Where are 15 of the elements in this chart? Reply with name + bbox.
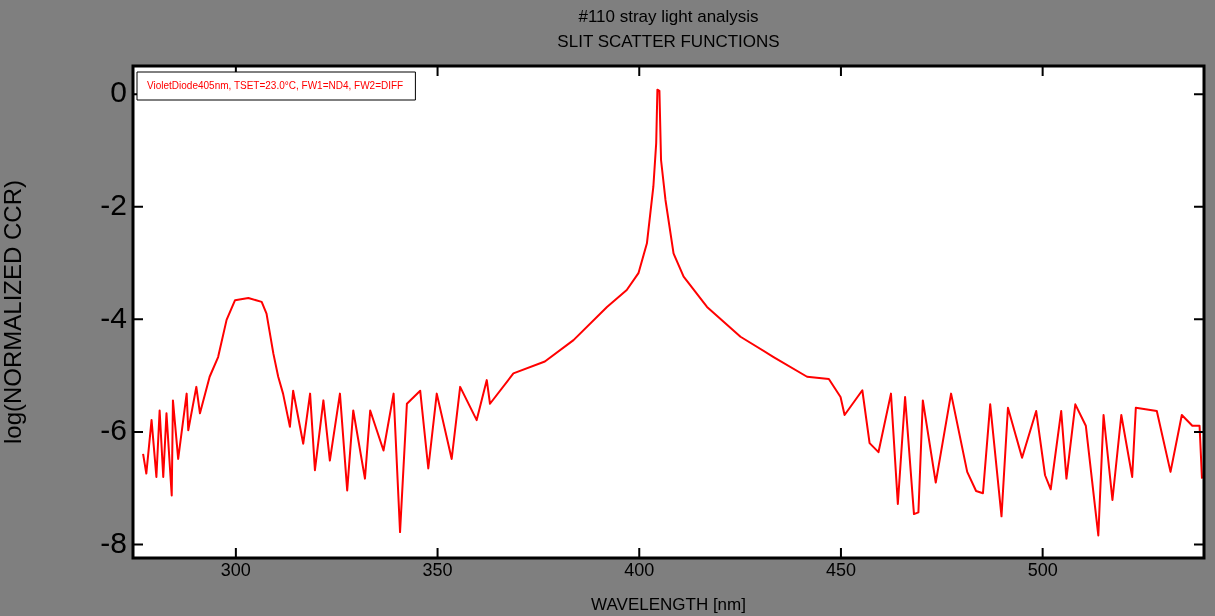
- y-axis-title: log(NORMALIZED CCR): [0, 179, 27, 445]
- y-tick-label: -4: [100, 300, 127, 334]
- y-tick-label: 0: [110, 75, 127, 109]
- chart-title: #110 stray light analysis: [578, 6, 759, 26]
- x-tick-label: 350: [422, 559, 453, 580]
- chart-subtitle: SLIT SCATTER FUNCTIONS: [557, 31, 780, 51]
- x-tick-label: 400: [624, 559, 655, 580]
- x-axis-title: WAVELENGTH [nm]: [591, 595, 746, 615]
- y-tick-label: -8: [100, 525, 127, 559]
- text: VioletDiode405nm, TSET=23.0°C, FW1=ND4, FW2=DIFF: [147, 79, 404, 91]
- x-tick-label: 450: [825, 559, 856, 580]
- x-tick-label: 300: [220, 559, 251, 580]
- y-tick-label: -2: [100, 188, 127, 221]
- y-tick-label: -6: [100, 413, 127, 447]
- x-tick-label: 500: [1027, 559, 1058, 580]
